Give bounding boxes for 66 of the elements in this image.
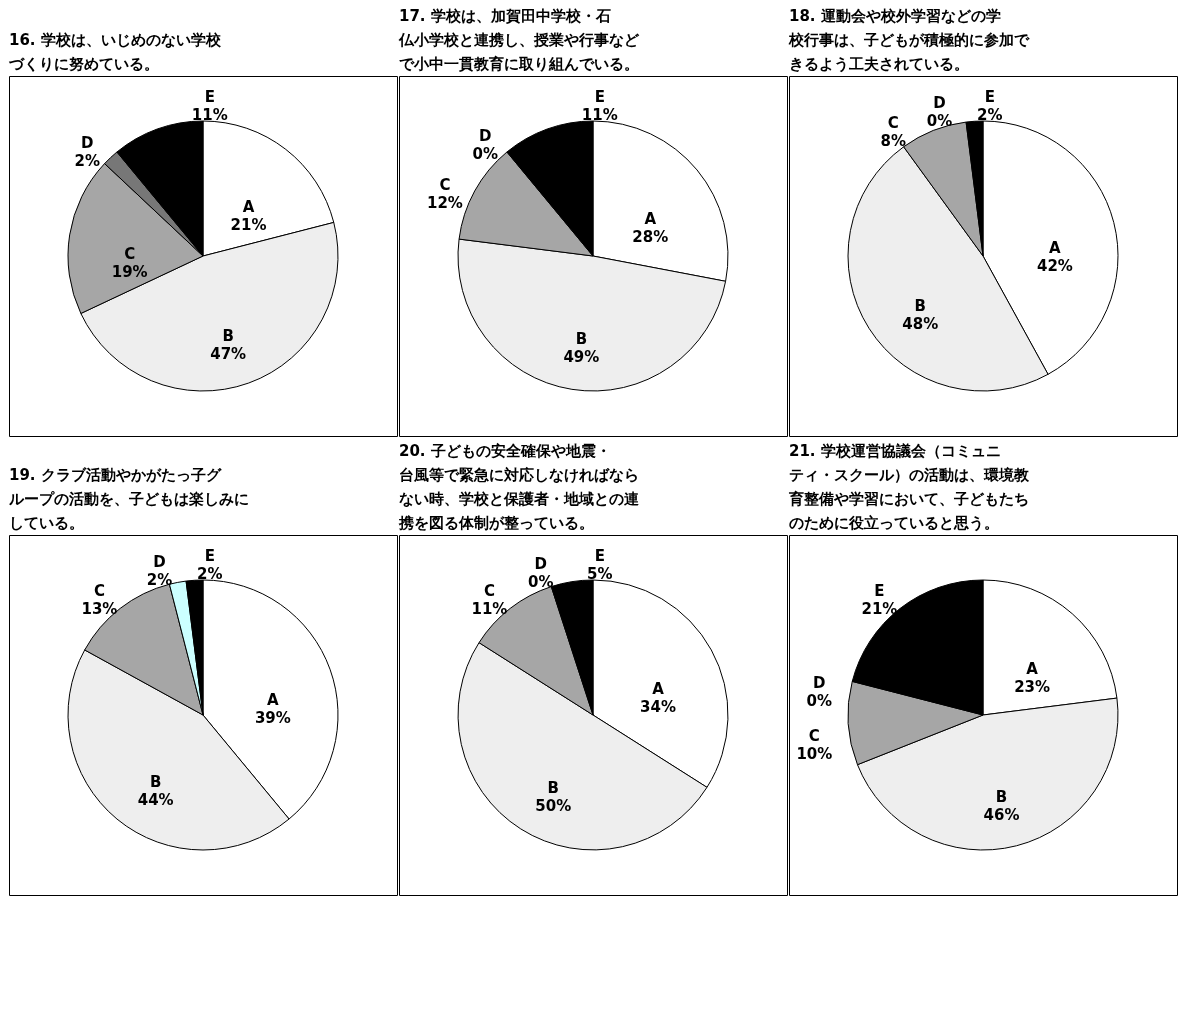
data-label: 46% <box>983 805 1020 824</box>
data-label: 39% <box>254 708 291 727</box>
data-label: 19% <box>111 263 148 282</box>
slice-label: B <box>547 778 559 797</box>
slice-label: E <box>594 88 605 107</box>
chart-title: 19. クラブ活動やかがたっ子グループの活動を、子どもは楽しみにしている。 <box>8 466 249 532</box>
data-label: 5% <box>587 565 613 584</box>
slice-label: C <box>483 582 495 601</box>
category-label: D <box>933 93 946 112</box>
data-label: 11% <box>471 600 508 619</box>
data-label: 42% <box>1036 256 1073 275</box>
text: 0% <box>528 573 554 592</box>
slice-label: E <box>204 547 215 566</box>
slice-label: A <box>242 198 255 217</box>
data-label: 13% <box>81 600 118 619</box>
text: 0% <box>472 144 499 163</box>
slice-label: B <box>914 296 927 315</box>
data-label: 44% <box>137 791 174 810</box>
slice-label: B <box>575 330 588 349</box>
data-label: 50% <box>535 796 572 815</box>
data-label: 8% <box>880 131 906 150</box>
slice-label: A <box>1026 660 1039 679</box>
data-label: 11% <box>191 106 228 125</box>
text: 0% <box>926 111 953 130</box>
slice-label: C <box>887 113 899 132</box>
chart-title: 21. 学校運営協議会（コミュニティ・スクール）の活動は、環境教育整備や学習において、子どもたちのために役立っていると思う。 <box>788 442 1030 532</box>
slice-label: C <box>808 726 820 745</box>
slice-label: E <box>874 582 885 601</box>
slice-label: C <box>124 245 136 264</box>
data-label: 12% <box>426 193 463 212</box>
category-label: D <box>479 126 492 145</box>
data-label: 49% <box>563 348 600 367</box>
slice-label: A <box>652 680 665 699</box>
category-label: D <box>813 673 826 692</box>
slice-label: B <box>222 326 234 345</box>
slice-label: E <box>984 88 995 107</box>
data-label: 21% <box>861 600 898 619</box>
data-label: 2% <box>977 106 1003 125</box>
data-label: 2% <box>197 565 223 584</box>
chart-title: 20. 子どもの安全確保や地震・台風等で緊急に対応しなければならない時、学校と保護者・地域との連携を図る体制が整っている。 <box>398 442 640 532</box>
data-label: 28% <box>632 227 669 246</box>
data-label: 47% <box>210 344 247 363</box>
slice-label: C <box>439 175 451 194</box>
slice-label: D <box>81 133 94 152</box>
data-label: 34% <box>640 698 677 717</box>
chart-title: 16. 学校は、いじめのない学校づくりに努めている。 <box>8 31 222 73</box>
slice-label: B <box>995 787 1008 806</box>
slice-label: E <box>594 547 605 566</box>
data-label: 23% <box>1014 678 1051 697</box>
text: 0% <box>806 691 833 710</box>
chart-title: 18. 運動会や校外学習などの学校行事は、子どもが積極的に参加できるよう工夫されている。 <box>788 7 1030 73</box>
slice-label: A <box>267 690 280 709</box>
category-label: D <box>534 555 547 574</box>
slice-label: D <box>153 552 166 571</box>
slice-label: A <box>644 209 657 228</box>
chart-title: 17. 学校は、加賀田中学校・石仏小学校と連携し、授業や行事などで小中一貫教育に取り組んでいる。 <box>398 7 640 73</box>
data-label: 48% <box>902 314 939 333</box>
slice-label: B <box>149 773 162 792</box>
data-label: 2% <box>74 151 101 170</box>
slice-label: C <box>93 582 105 601</box>
data-label: 11% <box>581 106 618 125</box>
data-label: 21% <box>230 216 267 235</box>
data-label: 10% <box>796 744 833 763</box>
data-label: 2% <box>146 570 173 589</box>
slice-label: E <box>204 88 215 107</box>
slice-label: A <box>1049 238 1062 257</box>
